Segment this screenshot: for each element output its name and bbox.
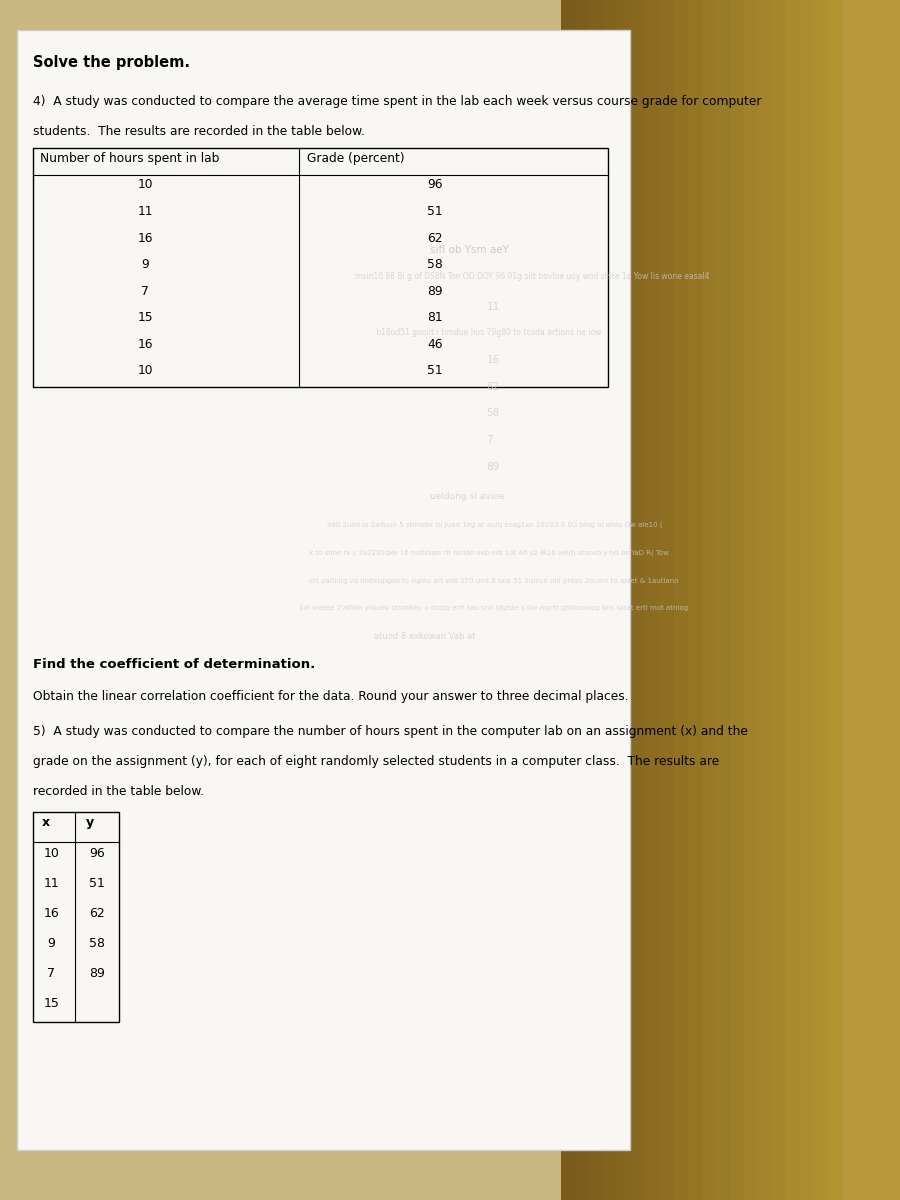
Text: 9: 9	[141, 258, 149, 271]
Text: 96: 96	[89, 847, 105, 860]
Text: Number of hours spent in lab: Number of hours spent in lab	[40, 152, 220, 164]
Text: 62: 62	[486, 382, 500, 392]
Text: 89: 89	[428, 284, 443, 298]
Text: 7: 7	[48, 967, 56, 980]
Bar	[575, 0, 590, 1200]
Text: 51: 51	[428, 205, 443, 218]
Bar	[814, 0, 829, 1200]
Text: 4)  A study was conducted to compare the average time spent in the lab each week: 4) A study was conducted to compare the …	[32, 95, 761, 108]
Bar	[688, 0, 703, 1200]
Text: 10: 10	[137, 179, 153, 192]
Text: recorded in the table below.: recorded in the table below.	[32, 785, 204, 798]
Text: Solve the problem.: Solve the problem.	[32, 55, 190, 70]
Text: 16: 16	[137, 337, 153, 350]
Bar	[800, 0, 814, 1200]
Bar	[645, 0, 661, 1200]
Text: 62: 62	[89, 907, 105, 920]
Bar	[32, 148, 608, 386]
Text: 7: 7	[486, 434, 493, 445]
Text: 58: 58	[428, 258, 443, 271]
Text: 10: 10	[43, 847, 59, 860]
Bar	[603, 0, 618, 1200]
Text: .b18od51 guoiit i timdue hos 79g80 to tosda artions ne iow: .b18od51 guoiit i timdue hos 79g80 to to…	[374, 328, 601, 337]
Bar	[632, 0, 646, 1200]
Text: Grade (percent): Grade (percent)	[307, 152, 404, 164]
Bar	[758, 0, 773, 1200]
Bar	[562, 0, 842, 1200]
Bar	[771, 0, 787, 1200]
Bar	[673, 0, 689, 1200]
Text: 58: 58	[89, 937, 105, 950]
Bar	[0, 0, 673, 1200]
Bar	[660, 0, 674, 1200]
Bar	[743, 0, 759, 1200]
Bar	[617, 0, 633, 1200]
Text: ueldong si avioe: ueldong si avioe	[430, 492, 505, 502]
Text: Obtain the linear correlation coefficient for the data. Round your answer to thr: Obtain the linear correlation coefficien…	[32, 690, 628, 703]
Text: 16: 16	[137, 232, 153, 245]
Text: Find the coefficient of determination.: Find the coefficient of determination.	[32, 658, 315, 671]
Bar	[562, 0, 576, 1200]
Text: 15: 15	[43, 997, 59, 1010]
Text: ad0 2uod lo 1adoun 5 stonsbx tu Juad 1eg ar aulq esag1xe 16V03 0 0G bing al alid: ad0 2uod lo 1adoun 5 stonsbx tu Juad 1eg…	[328, 522, 663, 528]
Bar	[786, 0, 801, 1200]
Text: 11: 11	[486, 302, 500, 312]
Text: 51: 51	[89, 877, 105, 890]
FancyBboxPatch shape	[17, 30, 629, 1150]
Bar	[730, 0, 744, 1200]
Text: 89: 89	[486, 462, 500, 472]
Text: 15: 15	[137, 311, 153, 324]
Text: grade on the assignment (y), for each of eight randomly selected students in a c: grade on the assignment (y), for each of…	[32, 755, 719, 768]
Text: msin10 88 Bi g of DS8N Ton OD DOY 96 01g silt bovloe uoy wod stste 1o Yow lis wo: msin10 88 Bi g of DS8N Ton OD DOY 96 01g…	[356, 272, 710, 281]
Text: x: x	[42, 816, 50, 829]
Bar	[32, 812, 119, 1022]
Text: 11: 11	[43, 877, 59, 890]
Text: y: y	[86, 816, 94, 829]
Text: 9: 9	[48, 937, 56, 950]
Text: 96: 96	[428, 179, 443, 192]
Text: x to sime ni y 2a2291qxe 16 nolteups rlt nisido veb edt 1ot 46 s2 IR16 aeld) sto: x to sime ni y 2a2291qxe 16 nolteups rlt…	[309, 550, 669, 557]
Text: 1ol vretee 2'alhdo ylsuaiv otsmiteo o dostg erlt sau snil idgiste s tiw mprti gh: 1ol vretee 2'alhdo ylsuaiv otsmiteo o do…	[300, 605, 688, 611]
Text: 10: 10	[137, 364, 153, 377]
Bar	[716, 0, 731, 1200]
Bar	[590, 0, 604, 1200]
Text: 16: 16	[43, 907, 59, 920]
Text: 7: 7	[141, 284, 149, 298]
Text: ert paltioig vd noiteupgod to rigsto art wW ST0 uod 8 bne 51 2uisvX oni pnlau 2o: ert paltioig vd noiteupgod to rigsto art…	[309, 578, 679, 584]
Text: 11: 11	[137, 205, 153, 218]
Text: 16: 16	[486, 355, 500, 365]
Text: students.  The results are recorded in the table below.: students. The results are recorded in th…	[32, 125, 364, 138]
Text: sifl ob Ysm aeY: sifl ob Ysm aeY	[430, 245, 509, 254]
Text: 46: 46	[428, 337, 443, 350]
Text: atuod 8 exkowan Vab at: atuod 8 exkowan Vab at	[374, 632, 475, 641]
Text: 51: 51	[428, 364, 443, 377]
Text: 81: 81	[428, 311, 443, 324]
Text: 62: 62	[428, 232, 443, 245]
Bar	[702, 0, 716, 1200]
Text: 89: 89	[89, 967, 105, 980]
Text: 5)  A study was conducted to compare the number of hours spent in the computer l: 5) A study was conducted to compare the …	[32, 725, 748, 738]
Text: 58: 58	[486, 408, 500, 418]
Bar	[828, 0, 842, 1200]
